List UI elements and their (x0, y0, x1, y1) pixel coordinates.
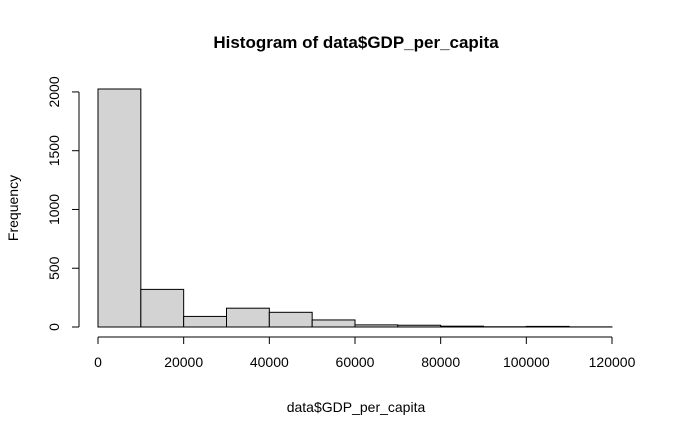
y-tick-label-0: 0 (46, 323, 62, 331)
x-tick-label-2: 40000 (250, 354, 289, 370)
y-tick-label-1: 500 (46, 256, 62, 280)
y-axis-label: Frequency (5, 175, 21, 241)
x-axis: 0 20000 40000 60000 80000 100000 120000 (94, 336, 636, 370)
histogram-bar-1 (140, 288, 185, 328)
y-tick-label-4: 2000 (46, 76, 62, 107)
bars-group (97, 88, 613, 328)
x-tick-label-4: 80000 (421, 354, 460, 370)
x-tick-label-1: 20000 (164, 354, 203, 370)
histogram-bar-6 (354, 324, 399, 328)
histogram-bar-5 (311, 319, 356, 328)
histogram-bar-2 (183, 315, 228, 328)
x-tick-label-3: 60000 (336, 354, 375, 370)
x-tick-label-0: 0 (94, 354, 102, 370)
histogram-bar-7 (397, 324, 442, 328)
histogram-bar-4 (268, 311, 313, 328)
y-tick-label-3: 1500 (46, 135, 62, 166)
y-axis: 0 500 1000 1500 2000 (46, 76, 80, 331)
histogram-bar-0 (97, 88, 142, 328)
histogram-bar-8 (440, 325, 484, 328)
histogram-bar-10 (525, 325, 570, 328)
x-tick-label-5: 100000 (503, 354, 550, 370)
histogram-bar-3 (226, 307, 270, 328)
x-axis-label: data$GDP_per_capita (287, 399, 426, 415)
chart-title: Histogram of data$GDP_per_capita (213, 33, 499, 52)
y-tick-label-2: 1000 (46, 194, 62, 225)
x-tick-label-6: 120000 (589, 354, 636, 370)
